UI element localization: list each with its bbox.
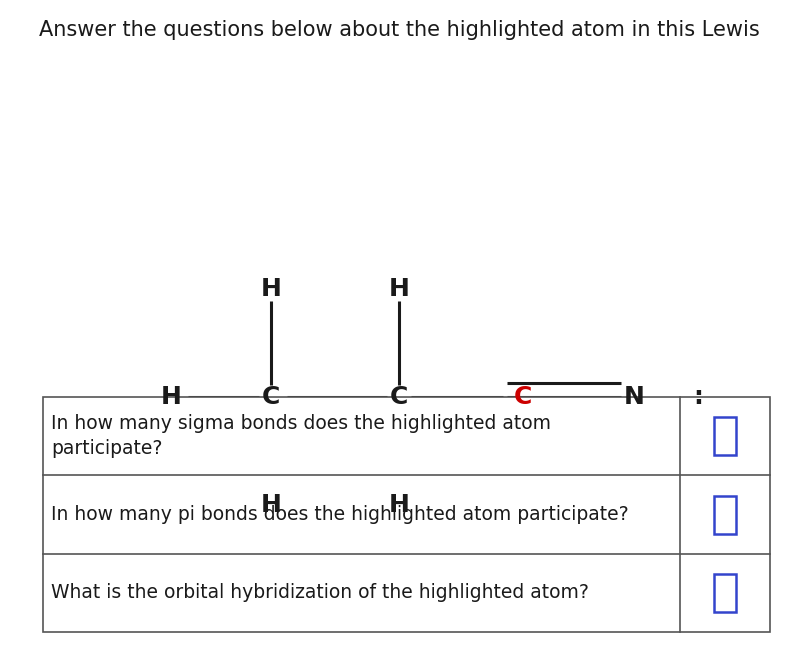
Text: H: H: [161, 385, 182, 409]
Bar: [43, 397, 770, 632]
Text: C: C: [389, 385, 409, 409]
Text: :: :: [693, 385, 703, 409]
Text: C: C: [513, 385, 532, 409]
Text: H: H: [261, 493, 282, 517]
Text: What is the orbital hybridization of the highlighted atom?: What is the orbital hybridization of the…: [51, 583, 589, 602]
Text: N: N: [624, 385, 645, 409]
Bar: [714, 574, 736, 612]
Bar: [714, 495, 736, 534]
Text: In how many sigma bonds does the highlighted atom
participate?: In how many sigma bonds does the highlig…: [51, 414, 551, 458]
Bar: [714, 417, 736, 455]
Text: H: H: [389, 277, 409, 301]
Text: Answer the questions below about the highlighted atom in this Lewis: Answer the questions below about the hig…: [38, 20, 760, 40]
Text: H: H: [261, 277, 282, 301]
Text: In how many pi bonds does the highlighted atom participate?: In how many pi bonds does the highlighte…: [51, 505, 629, 524]
Text: H: H: [389, 493, 409, 517]
Text: C: C: [262, 385, 281, 409]
